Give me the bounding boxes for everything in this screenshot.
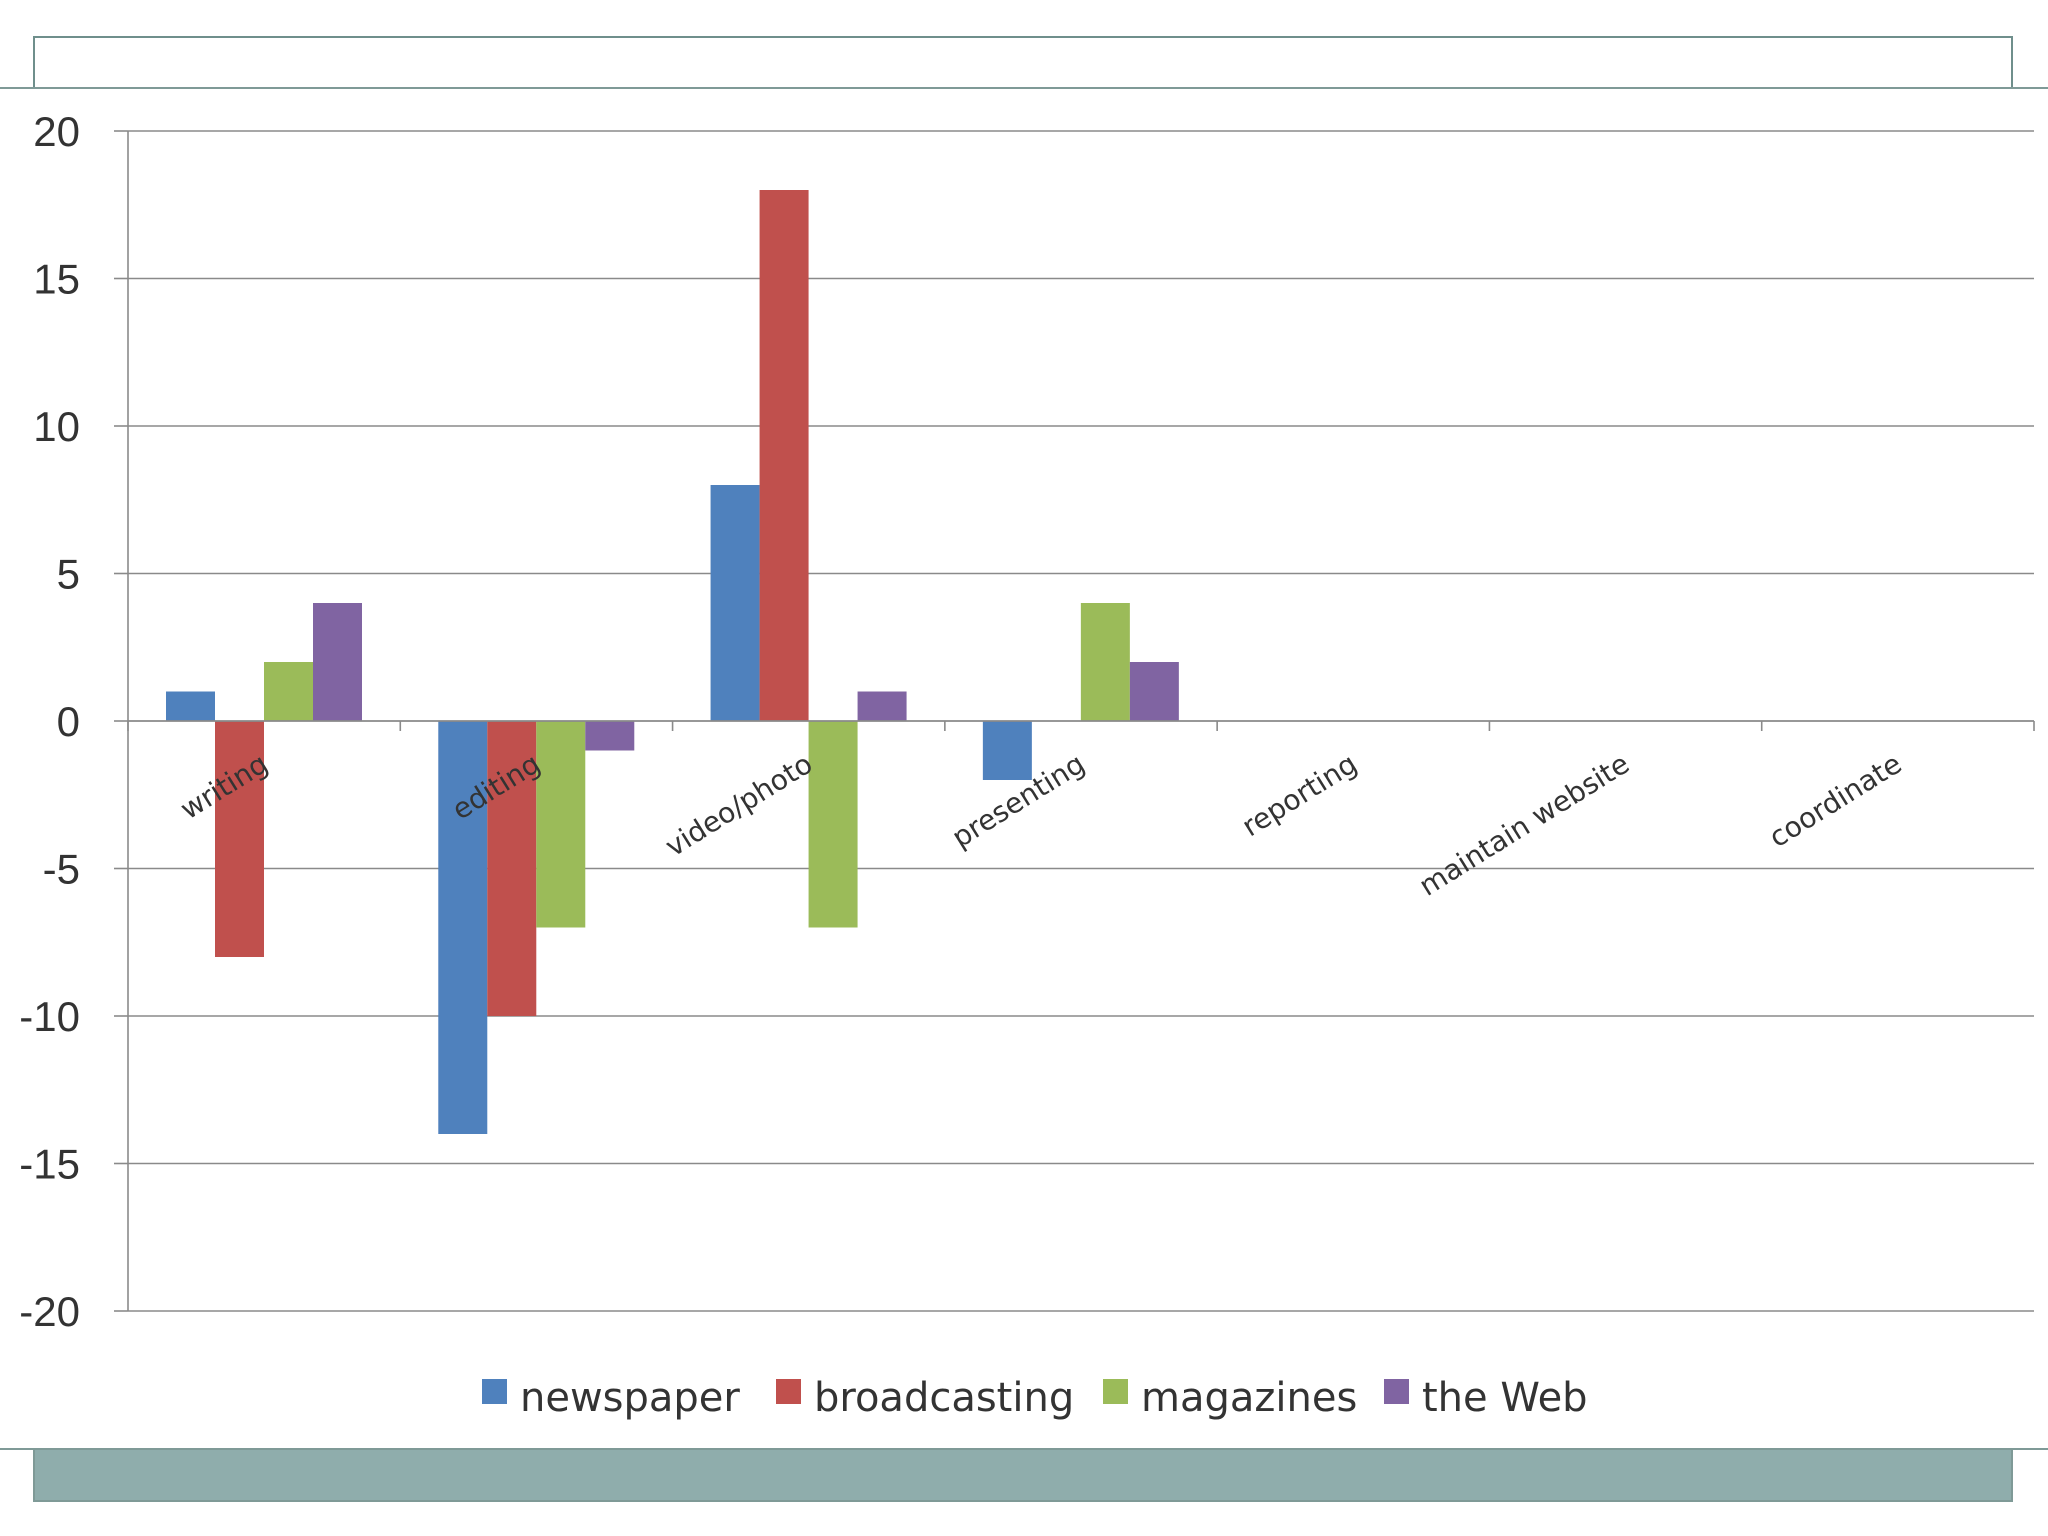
bar-magazines-3: [1080, 603, 1130, 721]
bar-the-web-0: [313, 603, 362, 721]
legend-label: magazines: [1141, 1375, 1357, 1421]
y-tick-label: 10: [33, 403, 80, 450]
y-tick-label: -5: [43, 846, 80, 893]
y-tick-label: 15: [33, 256, 80, 303]
bar-broadcasting-1: [487, 721, 537, 1016]
header-rule: [0, 87, 2048, 89]
y-tick-label: -10: [19, 993, 80, 1040]
x-category-label: video/photo: [659, 747, 818, 863]
bar-magazines-1: [536, 721, 586, 928]
bar-newspaper-0: [166, 691, 215, 721]
legend-swatch: [776, 1379, 801, 1404]
footer-bar: [33, 1450, 2013, 1502]
bar-the-web-3: [1129, 662, 1179, 721]
x-category-label: coordinate: [1763, 747, 1907, 854]
y-tick-label: 0: [57, 698, 80, 745]
footer-rule: [0, 1448, 2048, 1450]
legend-label: broadcasting: [814, 1375, 1074, 1421]
bar-newspaper-3: [982, 721, 1032, 780]
bars: [166, 190, 1179, 1134]
bar-the-web-1: [585, 721, 635, 751]
header-frame: [33, 36, 2013, 88]
x-category-label: reporting: [1236, 747, 1363, 843]
y-tick-label: 5: [57, 551, 80, 598]
legend-swatch: [1384, 1379, 1409, 1404]
y-tick-label: -15: [19, 1141, 80, 1188]
bar-broadcasting-0: [215, 721, 264, 957]
legend-swatch: [482, 1379, 507, 1404]
axes: [114, 130, 2035, 1312]
y-tick-label: -20: [19, 1288, 80, 1335]
y-tick-label: 20: [33, 108, 80, 155]
legend-label: newspaper: [520, 1375, 740, 1421]
bar-broadcasting-2: [759, 190, 809, 721]
bar-newspaper-2: [710, 485, 760, 721]
legend-swatch: [1103, 1379, 1128, 1404]
y-axis-tick-labels: 20 15 10 5 0 -5 -10 -15 -20: [19, 108, 80, 1335]
bar-magazines-0: [264, 662, 313, 721]
x-axis-category-labels: writing editing video/photo presenting repor…: [174, 747, 1907, 903]
bar-magazines-2: [808, 721, 858, 928]
x-category-label: maintain website: [1413, 747, 1635, 903]
legend: newspaper broadcasting magazines the Web: [482, 1375, 1588, 1421]
bar-the-web-2: [857, 691, 907, 721]
legend-label: the Web: [1422, 1375, 1588, 1421]
bar-newspaper-1: [438, 721, 488, 1134]
